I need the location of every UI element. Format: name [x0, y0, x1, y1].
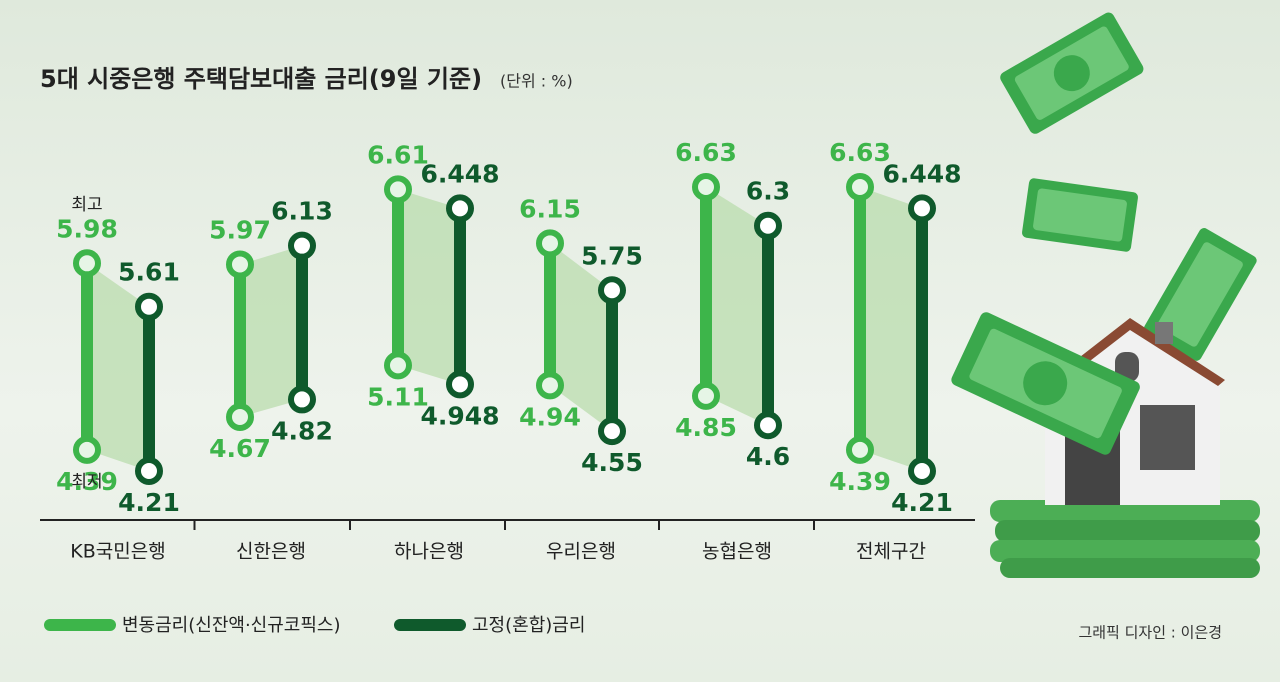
range-band [87, 263, 149, 471]
value-label: 5.61 [118, 258, 180, 287]
value-label: 4.67 [209, 434, 271, 463]
annotation: 최저 [71, 472, 102, 492]
credit: 그래픽 디자인 : 이은경 [1078, 624, 1222, 642]
illustration [951, 12, 1260, 578]
value-label: 6.448 [882, 159, 961, 188]
annotation: 최고 [71, 195, 102, 215]
x-tick-label: KB국민은행 [70, 541, 165, 563]
value-label: 4.94 [519, 402, 581, 431]
range-point [754, 211, 782, 240]
range-point [446, 370, 474, 399]
value-label: 5.97 [209, 215, 271, 244]
value-label: 6.3 [746, 177, 790, 206]
range-band [398, 189, 460, 385]
range-band [860, 187, 922, 471]
range-point [846, 173, 874, 201]
value-label: 4.39 [56, 467, 118, 496]
value-label: 4.85 [675, 413, 737, 442]
value-label: 5.98 [56, 214, 118, 243]
x-tick-label: 농협은행 [702, 541, 772, 563]
range-point [226, 403, 254, 432]
range-point [73, 249, 101, 278]
range-point [908, 457, 936, 485]
x-tick-label: 신한은행 [236, 541, 306, 563]
range-point [536, 371, 564, 400]
x-tick-label: 우리은행 [546, 541, 616, 563]
value-label: 6.448 [420, 159, 499, 188]
x-tick-label: 전체구간 [856, 541, 926, 563]
money-stack [990, 500, 1260, 578]
chart-subtitle: (단위 : %) [500, 72, 573, 91]
range-band [550, 243, 612, 432]
range-point [135, 292, 163, 321]
legend-label: 고정(혼합)금리 [472, 615, 585, 636]
value-label: 4.21 [118, 488, 180, 517]
value-label: 4.21 [891, 488, 953, 517]
range-point [384, 175, 412, 204]
range-point [135, 457, 163, 485]
range-point [226, 250, 254, 279]
range-point [754, 411, 782, 440]
value-label: 6.63 [675, 138, 737, 167]
value-label: 5.11 [367, 382, 429, 411]
range-band [706, 187, 768, 426]
value-label: 5.75 [581, 241, 643, 270]
range-point [598, 276, 626, 305]
range-point [536, 229, 564, 258]
range-band [240, 245, 302, 418]
chart-title: 5대 시중은행 주택담보대출 금리(9일 기준) [40, 65, 482, 93]
value-label: 6.13 [271, 197, 333, 226]
range-point [73, 435, 101, 464]
range-point [446, 194, 474, 223]
value-label: 6.63 [829, 138, 891, 167]
value-label: 4.82 [271, 416, 333, 445]
value-label: 6.15 [519, 194, 581, 223]
x-tick-label: 하나은행 [394, 541, 464, 563]
value-label: 4.55 [581, 448, 643, 477]
value-label: 4.948 [420, 401, 499, 430]
range-point [846, 435, 874, 464]
range-point [384, 351, 412, 380]
range-point [598, 417, 626, 446]
range-point [908, 194, 936, 223]
value-label: 6.61 [367, 140, 429, 169]
value-label: 4.6 [746, 442, 790, 471]
range-point [288, 231, 316, 260]
value-label: 4.39 [829, 467, 891, 496]
legend-label: 변동금리(신잔액·신규코픽스) [122, 615, 341, 636]
range-point [692, 381, 720, 410]
range-point [288, 385, 316, 414]
range-point [692, 173, 720, 201]
